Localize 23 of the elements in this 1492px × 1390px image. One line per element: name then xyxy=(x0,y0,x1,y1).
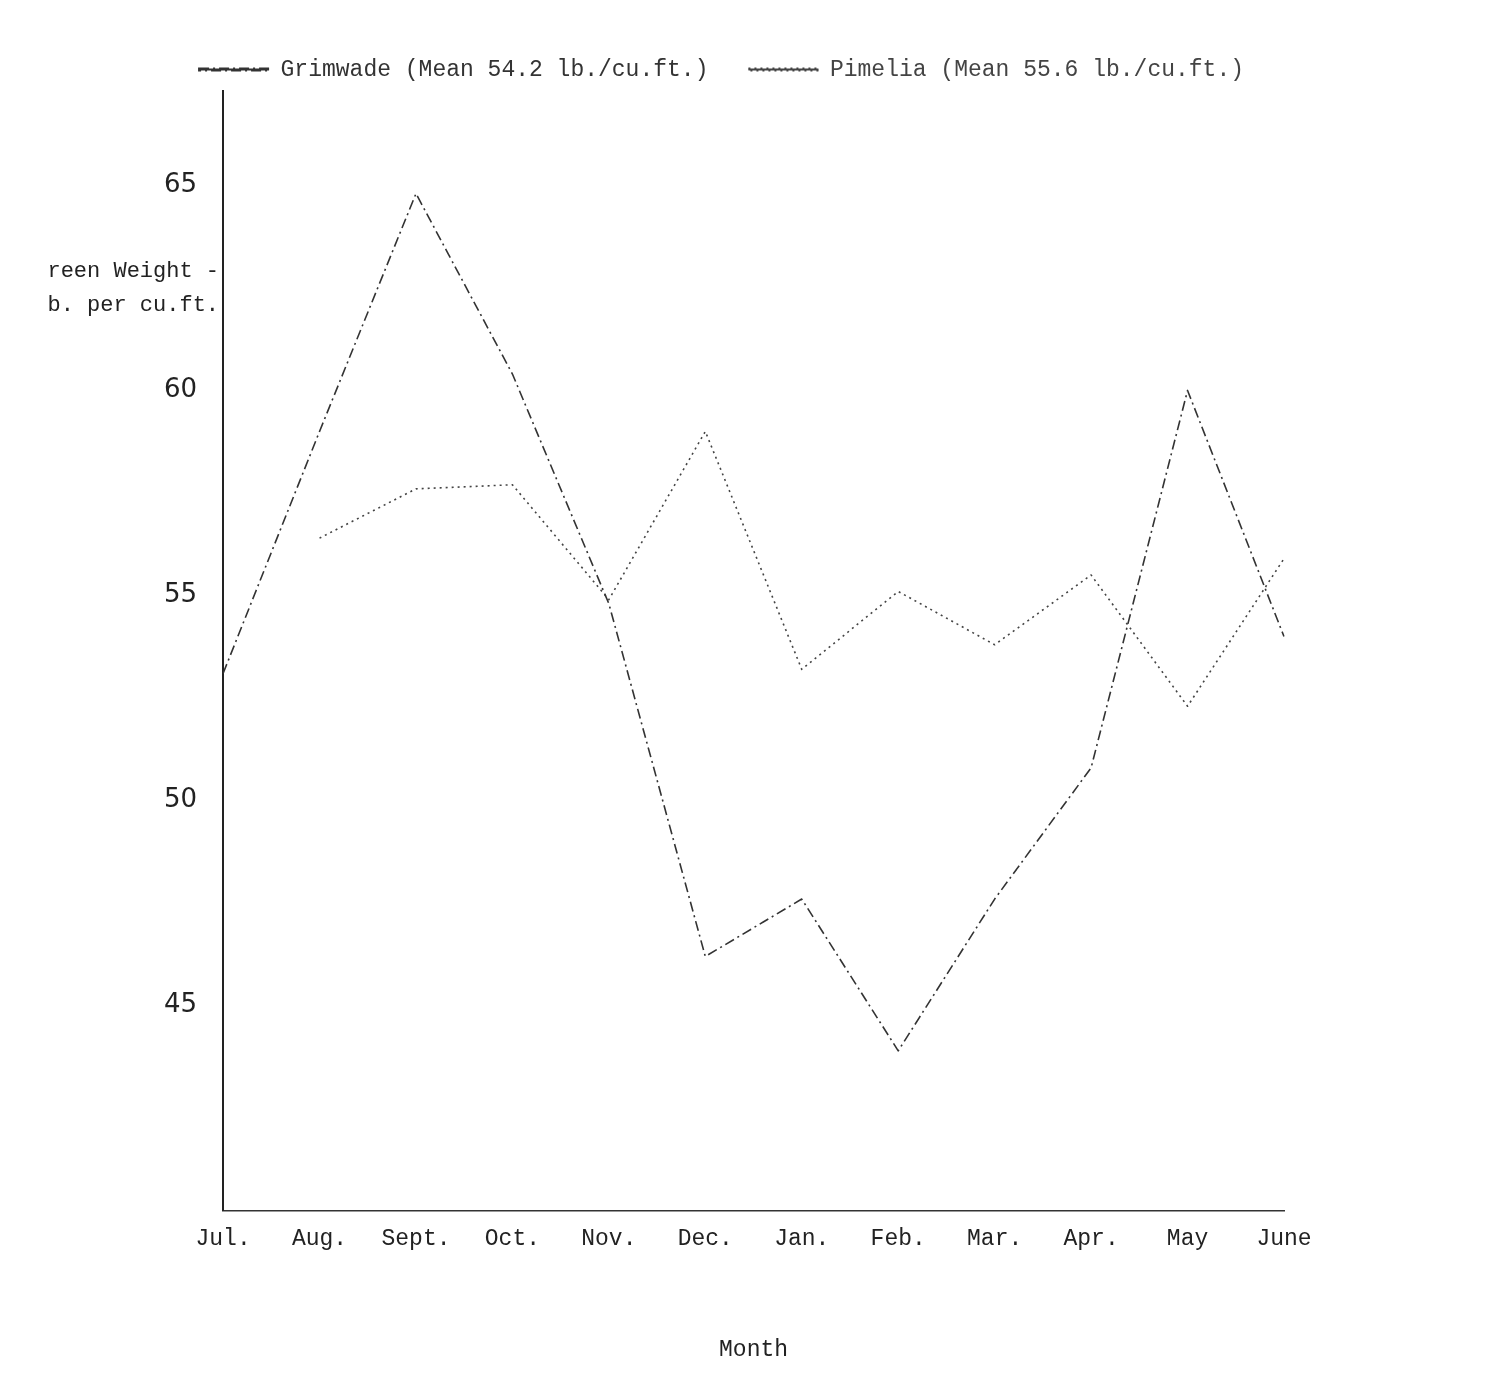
x-tick-label: Feb. xyxy=(870,1225,926,1252)
x-tick-label: Mar. xyxy=(967,1225,1023,1252)
x-tick-label: Nov. xyxy=(581,1225,637,1252)
x-tick-label: Jan. xyxy=(774,1225,830,1252)
x-tick-label: Sept. xyxy=(381,1225,451,1252)
x-tick-label: Apr. xyxy=(1063,1225,1119,1252)
legend-label: Pimelia (Mean 55.6 lb./cu.ft.) xyxy=(829,56,1245,83)
line-series xyxy=(222,192,1285,1052)
x-tick-label: Aug. xyxy=(291,1225,348,1252)
y-axis-title: reen Weight - b. per cu.ft. xyxy=(47,258,220,318)
y-tick-label: 50 xyxy=(163,783,198,814)
x-tick-label: May xyxy=(1166,1225,1209,1252)
y-tick-label: 60 xyxy=(163,373,198,404)
y-tick-label: 45 xyxy=(163,988,198,1019)
y-tick-label: 55 xyxy=(163,578,198,609)
line-series xyxy=(318,430,1285,708)
x-tick-label: Jul. xyxy=(195,1225,251,1252)
x-axis-title: Month xyxy=(719,1337,789,1364)
x-tick-label: Dec. xyxy=(677,1225,733,1252)
legend-label: Grimwade (Mean 54.2 lb./cu.ft.) xyxy=(280,56,709,83)
x-tick-label: June xyxy=(1256,1225,1312,1252)
x-tick-label: Oct. xyxy=(484,1225,541,1252)
y-tick-label: 65 xyxy=(163,168,198,199)
